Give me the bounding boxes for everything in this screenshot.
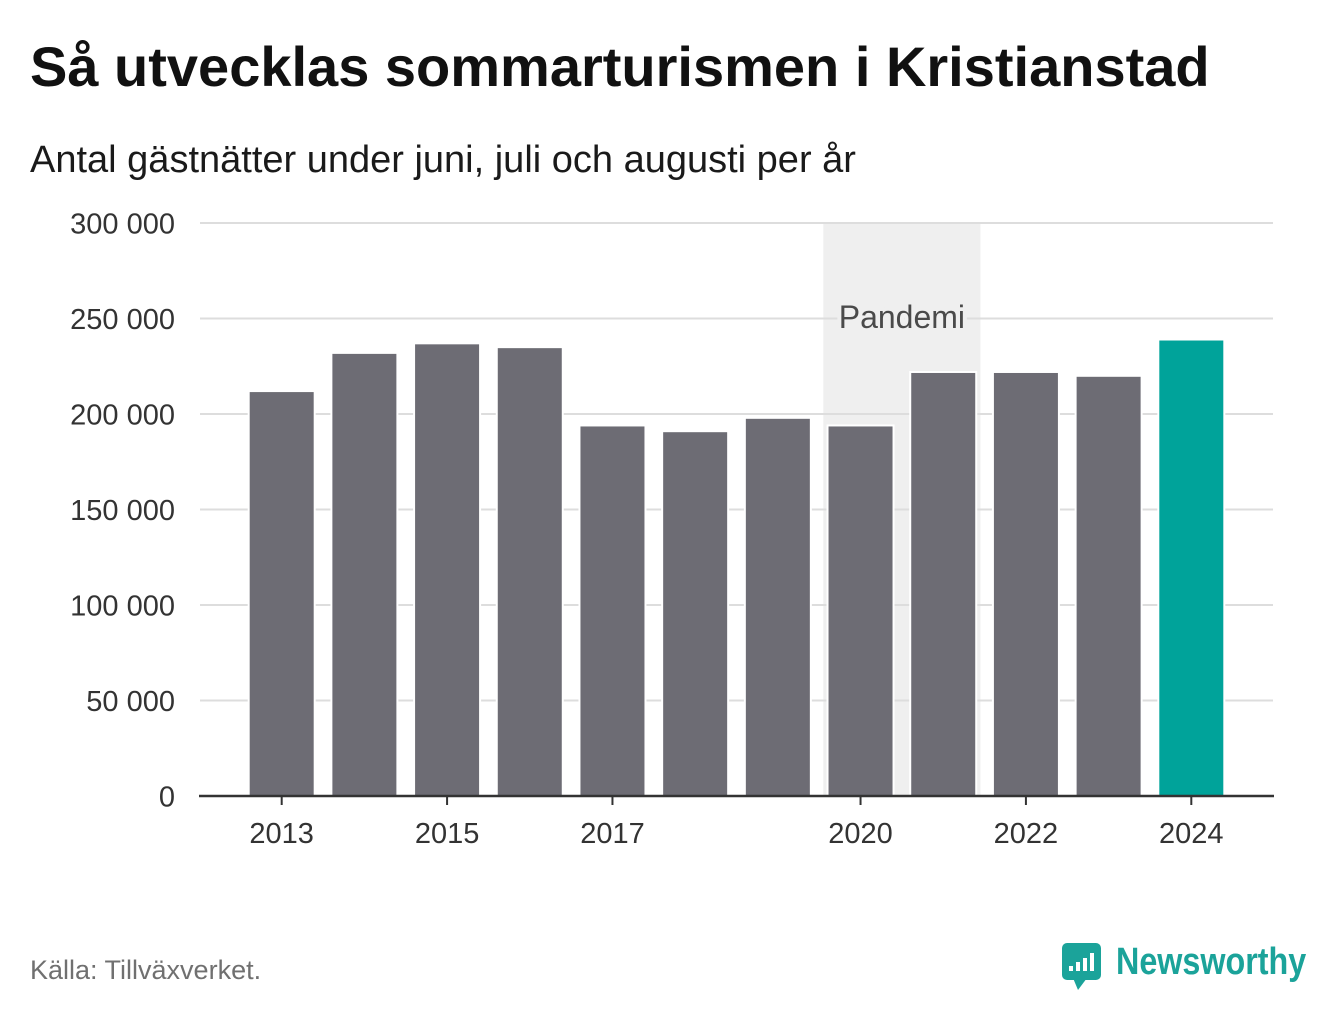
y-tick-label: 250 000 — [70, 304, 175, 336]
x-tick-label: 2015 — [415, 818, 480, 850]
source-note: Källa: Tillväxverket. — [30, 955, 262, 985]
bars — [247, 338, 1226, 797]
bar-2016 — [495, 346, 564, 797]
y-tick-label: 0 — [159, 782, 175, 814]
bar-2015 — [413, 342, 482, 797]
logo-bar — [1069, 966, 1073, 971]
x-tick-label: 2024 — [1159, 818, 1224, 850]
x-tick-label: 2022 — [994, 818, 1059, 850]
bar-2014 — [330, 351, 399, 797]
chart-subtitle: Antal gästnätter under juni, juli och au… — [30, 139, 856, 181]
x-axis: 2013 2015 2017 2020 2022 2024 — [199, 794, 1274, 850]
x-tick-label: 2020 — [828, 818, 893, 850]
pandemic-range-label: Pandemi — [839, 299, 965, 335]
bar-2023 — [1074, 374, 1143, 797]
logo-bar — [1076, 962, 1080, 971]
y-tick-label: 150 000 — [70, 495, 175, 527]
bar-2017 — [578, 424, 647, 797]
x-tick-label: 2013 — [249, 818, 314, 850]
y-tick-label: 100 000 — [70, 591, 175, 623]
bar-2019 — [743, 416, 812, 797]
logo-bubble-tail — [1073, 978, 1087, 990]
bar-2021 — [909, 370, 978, 797]
bar-2013 — [247, 390, 316, 797]
annotation-layer: Pandemi — [835, 295, 969, 339]
logo-bar — [1083, 958, 1087, 971]
newsworthy-logo: Newsworthy — [1062, 942, 1312, 994]
y-tick-label: 300 000 — [70, 209, 175, 241]
logo-bubble — [1062, 943, 1101, 980]
newsworthy-logo-icon — [1062, 943, 1101, 990]
x-tick-label: 2017 — [580, 818, 645, 850]
bar-2018 — [661, 430, 730, 797]
y-axis: 300 000 250 000 200 000 150 000 100 000 50 00… — [70, 209, 175, 814]
bar-2020 — [826, 424, 895, 797]
y-tick-label: 200 000 — [70, 400, 175, 432]
logo-bar — [1090, 953, 1094, 971]
bar-2022 — [991, 370, 1060, 797]
chart-title: Så utvecklas sommarturismen i Kristianst… — [30, 35, 1210, 98]
y-tick-label: 50 000 — [86, 686, 175, 718]
logo-wordmark: Newsworthy — [1116, 941, 1307, 983]
bar-2024 — [1157, 338, 1226, 797]
